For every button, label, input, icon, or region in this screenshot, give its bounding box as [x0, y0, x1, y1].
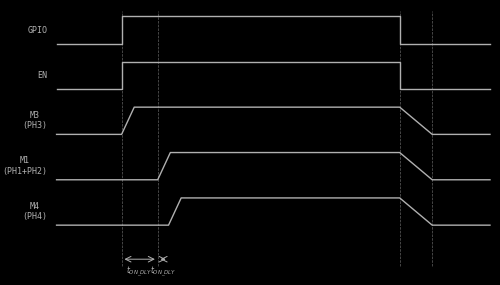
Text: EN: EN — [38, 71, 48, 80]
Text: M4
(PH4): M4 (PH4) — [22, 202, 48, 221]
Text: M1
(PH1+PH2): M1 (PH1+PH2) — [2, 156, 48, 176]
Text: $t_{ON\_DLY}$: $t_{ON\_DLY}$ — [126, 265, 153, 279]
Text: M3
(PH3): M3 (PH3) — [22, 111, 48, 131]
Text: $t_{ON\_DLY}$: $t_{ON\_DLY}$ — [150, 265, 176, 279]
Text: GPIO: GPIO — [28, 26, 48, 34]
